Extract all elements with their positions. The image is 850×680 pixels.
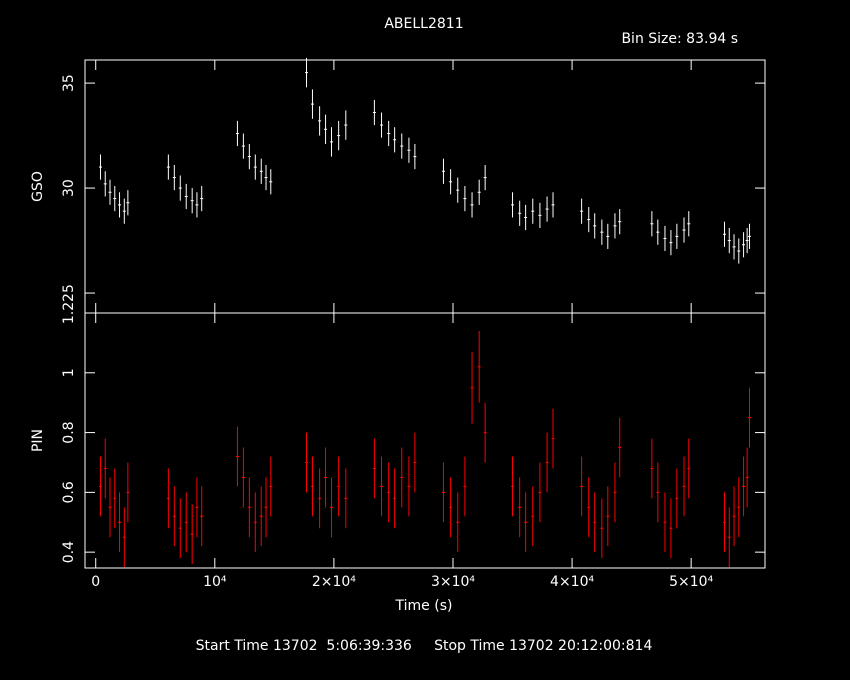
y-tick-label: 0.6 <box>61 481 77 503</box>
x-tick-label: 2×10⁴ <box>312 574 356 590</box>
x-tick-label: 3×10⁴ <box>431 574 475 590</box>
y-tick-label: 30 <box>61 179 77 197</box>
time-range: Start Time 13702 5:06:39:336 Stop Time 1… <box>196 638 653 654</box>
chart-title: ABELL2811 <box>384 16 463 32</box>
y-tick-label: 0.8 <box>61 421 77 443</box>
x-tick-label: 4×10⁴ <box>550 574 594 590</box>
y-tick-label: 1 <box>61 368 77 377</box>
x-tick-label: 10⁴ <box>203 574 227 590</box>
plot-frame <box>84 59 766 314</box>
y-tick-label: 35 <box>61 74 77 92</box>
y-tick-label: 0.4 <box>61 541 77 563</box>
x-tick-label: 0 <box>91 574 100 590</box>
y-tick-label: 1.2 <box>61 302 77 324</box>
y-tick-label: 25 <box>61 284 77 302</box>
y-axis-label: PIN <box>30 429 46 452</box>
x-axis-label: Time (s) <box>395 598 453 614</box>
x-tick-label: 5×10⁴ <box>669 574 713 590</box>
bin-size: Bin Size: 83.94 s <box>621 31 738 47</box>
plot-frame <box>84 312 766 569</box>
y-axis-label: GSO <box>30 171 46 202</box>
